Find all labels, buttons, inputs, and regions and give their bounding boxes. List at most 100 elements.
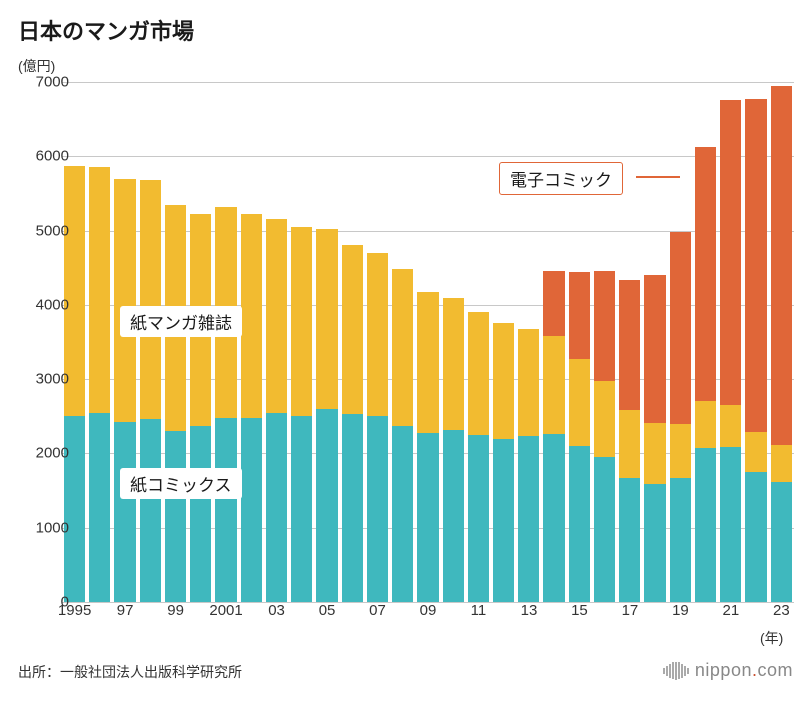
bar-segment-comics: [644, 484, 665, 602]
x-tick-label: 17: [622, 602, 639, 619]
bar-segment-magazines: [670, 424, 691, 477]
bar-segment-comics: [670, 478, 691, 602]
bar-segment-comics: [89, 413, 110, 602]
bar-column: [241, 82, 262, 602]
bar-segment-comics: [619, 478, 640, 602]
logo-icon: [663, 662, 689, 680]
bar-column: [745, 82, 766, 602]
bar-segment-digital: [619, 280, 640, 410]
bar-segment-comics: [190, 426, 211, 602]
bar-segment-magazines: [392, 269, 413, 426]
bar-segment-digital: [594, 271, 615, 382]
series-label-digital: 電子コミック: [499, 162, 623, 195]
y-tick-label: 4000: [19, 296, 69, 313]
bars-container: [62, 82, 794, 602]
bar-segment-magazines: [695, 401, 716, 448]
bar-segment-comics: [367, 416, 388, 602]
bar-segment-magazines: [594, 381, 615, 457]
bar-segment-magazines: [720, 405, 741, 447]
bar-segment-digital: [569, 272, 590, 359]
series-label-comics: 紙コミックス: [120, 468, 242, 499]
bar-column: [443, 82, 464, 602]
bar-column: [619, 82, 640, 602]
bar-column: [771, 82, 792, 602]
x-tick-label: 97: [117, 602, 134, 619]
bar-segment-comics: [468, 435, 489, 602]
bar-segment-comics: [215, 418, 236, 602]
logo-text: nippon.com: [695, 660, 793, 681]
nippon-logo: nippon.com: [663, 660, 793, 681]
series-label-magazines: 紙マンガ雑誌: [120, 306, 242, 337]
bar-segment-comics: [771, 482, 792, 602]
bar-column: [165, 82, 186, 602]
bar-segment-comics: [291, 416, 312, 602]
bar-column: [89, 82, 110, 602]
bar-segment-comics: [695, 448, 716, 603]
bar-segment-comics: [745, 472, 766, 602]
plot-area: 紙コミックス紙マンガ雑誌 電子コミック: [62, 82, 794, 602]
y-tick-label: 5000: [19, 222, 69, 239]
bar-column: [367, 82, 388, 602]
x-tick-label: 13: [521, 602, 538, 619]
x-axis-unit: (年): [760, 628, 783, 648]
bar-segment-magazines: [89, 167, 110, 414]
logo-name: nippon: [695, 660, 752, 680]
bar-column: [569, 82, 590, 602]
x-tick-label: 07: [369, 602, 386, 619]
x-tick-label: 09: [420, 602, 437, 619]
bar-column: [291, 82, 312, 602]
x-tick-label: 23: [773, 602, 790, 619]
bar-segment-magazines: [493, 323, 514, 439]
bar-segment-comics: [417, 433, 438, 602]
x-tick-label: 99: [167, 602, 184, 619]
bar-segment-magazines: [140, 180, 161, 418]
y-tick-label: 1000: [19, 519, 69, 536]
x-tick-label: 19: [672, 602, 689, 619]
bar-segment-magazines: [417, 292, 438, 434]
bar-segment-magazines: [114, 179, 135, 423]
x-tick-label: 03: [268, 602, 285, 619]
x-tick-label: 21: [723, 602, 740, 619]
bar-column: [114, 82, 135, 602]
bar-segment-magazines: [543, 336, 564, 434]
y-tick-label: 2000: [19, 445, 69, 462]
bar-segment-comics: [241, 418, 262, 602]
bar-column: [342, 82, 363, 602]
bar-segment-magazines: [367, 253, 388, 416]
bar-column: [392, 82, 413, 602]
bar-segment-magazines: [518, 329, 539, 436]
bar-segment-comics: [594, 457, 615, 602]
bar-segment-comics: [543, 434, 564, 602]
bar-segment-digital: [543, 271, 564, 336]
bar-segment-comics: [342, 414, 363, 602]
x-tick-label: 2001: [209, 602, 242, 619]
bar-column: [670, 82, 691, 602]
bar-segment-digital: [745, 99, 766, 432]
bar-segment-magazines: [569, 359, 590, 446]
bar-segment-comics: [316, 409, 337, 602]
x-tick-label: 11: [471, 602, 487, 619]
bar-column: [493, 82, 514, 602]
x-tick-label: 05: [319, 602, 336, 619]
bar-column: [266, 82, 287, 602]
y-tick-label: 3000: [19, 371, 69, 388]
bar-segment-magazines: [316, 229, 337, 409]
y-tick-label: 6000: [19, 148, 69, 165]
bar-column: [518, 82, 539, 602]
logo-tld: com: [757, 660, 793, 680]
bar-segment-comics: [493, 439, 514, 602]
bar-segment-comics: [443, 430, 464, 602]
bar-segment-magazines: [443, 298, 464, 430]
bar-column: [695, 82, 716, 602]
chart-title: 日本のマンガ市場: [0, 0, 811, 46]
bar-segment-comics: [518, 436, 539, 602]
bar-column: [417, 82, 438, 602]
x-tick-label: 15: [571, 602, 588, 619]
bar-segment-magazines: [241, 214, 262, 418]
bar-segment-magazines: [468, 312, 489, 435]
bar-column: [720, 82, 741, 602]
bar-segment-comics: [266, 413, 287, 602]
bar-segment-magazines: [644, 423, 665, 484]
bar-column: [594, 82, 615, 602]
bar-column: [468, 82, 489, 602]
